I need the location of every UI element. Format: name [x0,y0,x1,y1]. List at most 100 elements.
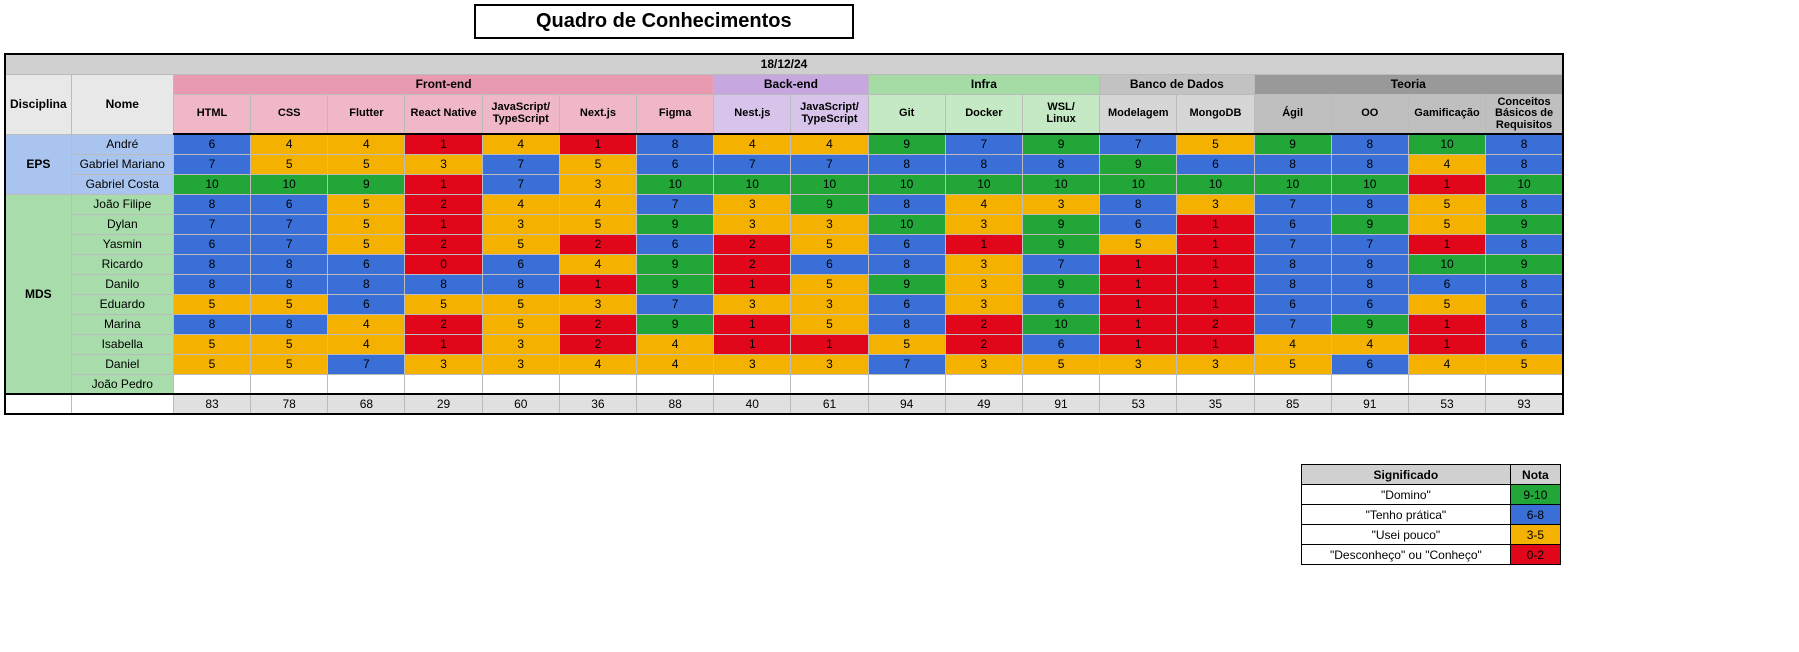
name-cell: Marina [71,314,173,334]
skill-header: Git [868,94,945,134]
score-cell: 3 [791,294,868,314]
total-cell: 68 [328,394,405,414]
total-cell: 60 [482,394,559,414]
score-cell: 1 [1408,234,1485,254]
skill-header: OO [1331,94,1408,134]
total-cell: 35 [1177,394,1254,414]
score-cell: 8 [1331,154,1408,174]
score-cell: 9 [1022,234,1099,254]
group-header: Infra [868,74,1100,94]
name-cell: Ricardo [71,254,173,274]
score-cell: 9 [637,274,714,294]
score-cell: 7 [251,214,328,234]
skill-header: Conceitos Básicos de Requisitos [1486,94,1563,134]
score-cell: 8 [945,154,1022,174]
score-cell: 3 [1022,194,1099,214]
score-cell: 5 [251,354,328,374]
score-cell: 2 [559,314,636,334]
legend-meaning: "Tenho prática" [1302,505,1511,525]
score-cell: 2 [945,334,1022,354]
score-cell: 3 [791,214,868,234]
score-cell [1177,374,1254,394]
score-cell: 6 [1486,294,1563,314]
score-cell [405,374,482,394]
score-cell: 10 [1100,174,1177,194]
score-cell: 4 [1408,354,1485,374]
score-cell: 8 [1331,254,1408,274]
name-cell: Eduardo [71,294,173,314]
score-cell: 5 [173,294,250,314]
score-cell: 3 [405,354,482,374]
score-cell: 5 [1022,354,1099,374]
score-cell: 3 [714,294,791,314]
score-cell: 9 [637,214,714,234]
score-cell: 1 [1100,294,1177,314]
score-cell: 6 [1408,274,1485,294]
score-cell [1408,374,1485,394]
score-cell [1022,374,1099,394]
score-cell: 5 [1408,214,1485,234]
score-cell: 9 [637,254,714,274]
score-cell: 8 [251,314,328,334]
score-cell [791,374,868,394]
score-cell: 10 [868,214,945,234]
score-cell: 2 [945,314,1022,334]
score-cell: 8 [1486,234,1563,254]
score-cell: 10 [1177,174,1254,194]
score-cell: 5 [173,334,250,354]
skill-header: Ágil [1254,94,1331,134]
score-cell: 9 [868,274,945,294]
score-cell: 5 [791,314,868,334]
score-cell: 6 [868,234,945,254]
score-cell: 8 [1254,274,1331,294]
score-cell: 3 [945,214,1022,234]
score-cell: 10 [1254,174,1331,194]
score-cell [714,374,791,394]
score-cell: 7 [482,154,559,174]
score-cell: 4 [559,194,636,214]
score-cell: 2 [1177,314,1254,334]
score-cell: 1 [791,334,868,354]
score-cell: 0 [405,254,482,274]
total-cell: 91 [1022,394,1099,414]
skill-header: JavaScript/TypeScript [791,94,868,134]
score-cell: 10 [945,174,1022,194]
score-cell: 8 [251,274,328,294]
skill-header: Flutter [328,94,405,134]
score-cell: 6 [1486,334,1563,354]
group-header: Back-end [714,74,868,94]
score-cell: 7 [173,154,250,174]
score-cell: 5 [328,154,405,174]
score-cell: 4 [328,134,405,154]
score-cell: 8 [173,314,250,334]
score-cell: 4 [1254,334,1331,354]
score-cell: 10 [173,174,250,194]
score-cell: 5 [251,294,328,314]
score-cell: 4 [559,254,636,274]
name-cell: Isabella [71,334,173,354]
score-cell: 9 [1022,274,1099,294]
score-cell: 5 [251,154,328,174]
score-cell [1254,374,1331,394]
score-cell: 6 [1254,294,1331,314]
score-cell: 3 [1177,194,1254,214]
score-cell: 4 [945,194,1022,214]
score-cell: 1 [714,314,791,334]
score-cell: 1 [1177,254,1254,274]
score-cell: 5 [1100,234,1177,254]
score-cell: 5 [559,214,636,234]
score-cell: 8 [1022,154,1099,174]
score-cell: 4 [637,334,714,354]
legend-table: Significado Nota "Domino"9-10"Tenho prát… [1301,464,1561,565]
total-cell: 88 [637,394,714,414]
score-cell: 2 [405,194,482,214]
total-cell: 78 [251,394,328,414]
legend-header-meaning: Significado [1302,465,1511,485]
score-cell: 1 [1177,214,1254,234]
score-cell [173,374,250,394]
total-cell: 91 [1331,394,1408,414]
score-cell: 3 [482,214,559,234]
score-cell: 10 [1486,174,1563,194]
skill-header: Gamificação [1408,94,1485,134]
skill-header: Modelagem [1100,94,1177,134]
